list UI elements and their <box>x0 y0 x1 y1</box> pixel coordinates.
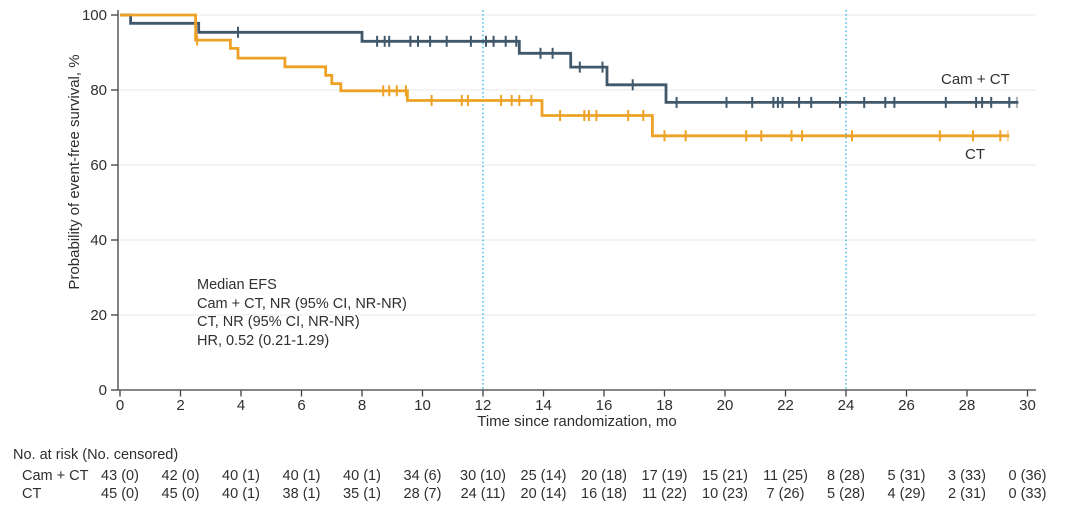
risk-count: 2 (31) <box>948 486 986 502</box>
risk-count: 35 (1) <box>343 486 381 502</box>
risk-count: 3 (33) <box>948 468 986 484</box>
risk-row-label: CT <box>22 486 42 502</box>
y-tick-label: 80 <box>90 82 107 99</box>
risk-count: 5 (28) <box>827 486 865 502</box>
x-tick-label: 12 <box>475 397 492 414</box>
y-tick-label: 20 <box>90 307 107 324</box>
risk-count: 24 (11) <box>460 486 506 502</box>
y-tick-label: 60 <box>90 157 107 174</box>
risk-count: 10 (23) <box>702 486 748 502</box>
risk-count: 17 (19) <box>641 468 688 484</box>
risk-count: 5 (31) <box>887 468 926 484</box>
x-axis-title: Time since randomization, mo <box>477 413 677 430</box>
risk-table-header: No. at risk (No. censored) <box>13 447 179 463</box>
x-tick-label: 30 <box>1019 397 1036 414</box>
risk-row-label: Cam + CT <box>22 468 89 484</box>
risk-count: 0 (33) <box>1008 486 1047 502</box>
risk-count: 11 (22) <box>642 486 687 502</box>
x-tick-label: 16 <box>596 397 613 414</box>
risk-count: 28 (7) <box>403 486 442 502</box>
risk-count: 16 (18) <box>581 486 627 502</box>
x-tick-label: 4 <box>237 397 245 414</box>
x-tick-label: 26 <box>898 397 915 414</box>
x-tick-label: 8 <box>358 397 366 414</box>
x-tick-label: 6 <box>297 397 305 414</box>
x-tick-label: 28 <box>959 397 976 414</box>
risk-count: 20 (18) <box>581 468 627 484</box>
annotation-line-hr: HR, 0.52 (0.21-1.29) <box>197 332 330 349</box>
x-tick-label: 20 <box>717 397 734 414</box>
risk-count: 20 (14) <box>520 486 567 502</box>
risk-count: 40 (1) <box>222 468 260 484</box>
risk-count: 30 (10) <box>460 468 506 484</box>
risk-row-cam-ct: Cam + CT 43 (0) 42 (0) 40 (1) 40 (1) 40 (1) 3… <box>0 468 1080 486</box>
x-tick-label: 14 <box>535 397 552 414</box>
risk-count: 25 (14) <box>520 468 567 484</box>
annotation-line-cam-ct: Cam + CT, NR (95% CI, NR-NR) <box>197 295 407 312</box>
series-label-ct: CT <box>965 146 985 163</box>
x-tick-label: 18 <box>656 397 673 414</box>
x-tick-label: 10 <box>414 397 431 414</box>
risk-count: 8 (28) <box>827 468 865 484</box>
series-label-cam-ct: Cam + CT <box>941 71 1010 88</box>
risk-count: 45 (0) <box>161 486 200 502</box>
x-tick-label: 0 <box>116 397 124 414</box>
km-curve-ct <box>120 13 1010 138</box>
y-tick-label: 0 <box>99 382 107 399</box>
annotation-line-ct: CT, NR (95% CI, NR-NR) <box>197 314 360 330</box>
risk-count: 15 (21) <box>702 468 748 484</box>
annotation-line-median-efs: Median EFS <box>197 277 277 293</box>
x-tick-label: 2 <box>176 397 184 414</box>
y-axis-title: Probability of event-free survival, % <box>66 54 83 290</box>
risk-count: 7 (26) <box>766 486 805 502</box>
risk-count: 45 (0) <box>101 486 139 502</box>
risk-count: 0 (36) <box>1008 468 1047 484</box>
median-efs-annotation: Median EFS Cam + CT, NR (95% CI, NR-NR) … <box>197 276 407 350</box>
risk-count: 34 (6) <box>403 468 442 484</box>
risk-row-ct: CT 45 (0) 45 (0) 40 (1) 38 (1) 35 (1) 28 (7) 2… <box>0 486 1080 504</box>
x-tick-label: 24 <box>838 397 855 414</box>
risk-count: 40 (1) <box>282 468 321 484</box>
risk-count: 43 (0) <box>101 468 139 484</box>
risk-count: 11 (25) <box>763 468 808 484</box>
risk-count: 40 (1) <box>222 486 260 502</box>
risk-count: 38 (1) <box>282 486 321 502</box>
km-curve-camct <box>120 13 1019 104</box>
y-tick-label: 100 <box>82 7 107 24</box>
risk-count: 40 (1) <box>343 468 381 484</box>
risk-count: 42 (0) <box>161 468 200 484</box>
x-tick-label: 22 <box>777 397 794 414</box>
y-tick-label: 40 <box>90 232 107 249</box>
risk-count: 4 (29) <box>887 486 926 502</box>
